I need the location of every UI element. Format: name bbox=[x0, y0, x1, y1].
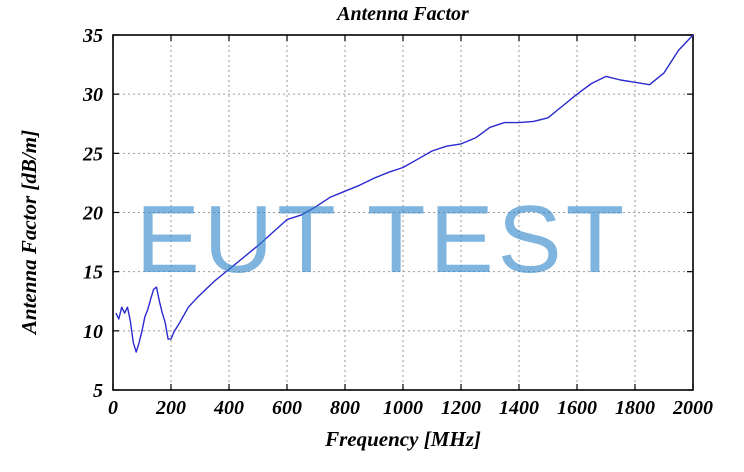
x-tick-label: 1000 bbox=[383, 397, 423, 419]
tick-labels: 0 200 400 600 800 1000 1200 1400 1600 1800 2000 5 10… bbox=[82, 25, 713, 419]
y-tick-label: 5 bbox=[93, 380, 103, 402]
x-axis-label: Frequency [MHz] bbox=[324, 427, 481, 451]
x-tick-label: 800 bbox=[330, 397, 360, 419]
x-tick-label: 600 bbox=[272, 397, 302, 419]
chart-title: Antenna Factor bbox=[335, 3, 469, 25]
y-tick-label: 30 bbox=[82, 84, 103, 106]
y-tick-label: 35 bbox=[82, 25, 103, 47]
x-tick-label: 0 bbox=[108, 397, 118, 419]
x-tick-label: 1600 bbox=[557, 397, 597, 419]
series-line-1 bbox=[115, 34, 694, 353]
y-axis-label: Antenna Factor [dB/m] bbox=[17, 130, 41, 336]
x-tick-label: 1200 bbox=[441, 397, 481, 419]
y-tick-label: 10 bbox=[83, 321, 103, 343]
grid-lines bbox=[113, 35, 693, 390]
x-tick-label: 2000 bbox=[672, 397, 713, 419]
x-tick-label: 200 bbox=[155, 397, 186, 419]
axis-ticks bbox=[112, 34, 694, 391]
y-tick-label: 20 bbox=[82, 203, 103, 225]
y-tick-label: 25 bbox=[82, 143, 103, 165]
x-tick-label: 1800 bbox=[615, 397, 655, 419]
x-tick-label: 400 bbox=[213, 397, 244, 419]
series-layer bbox=[115, 34, 694, 353]
y-tick-label: 15 bbox=[83, 262, 103, 284]
x-tick-label: 1400 bbox=[499, 397, 539, 419]
watermark-text: EUT TEST bbox=[136, 186, 629, 293]
